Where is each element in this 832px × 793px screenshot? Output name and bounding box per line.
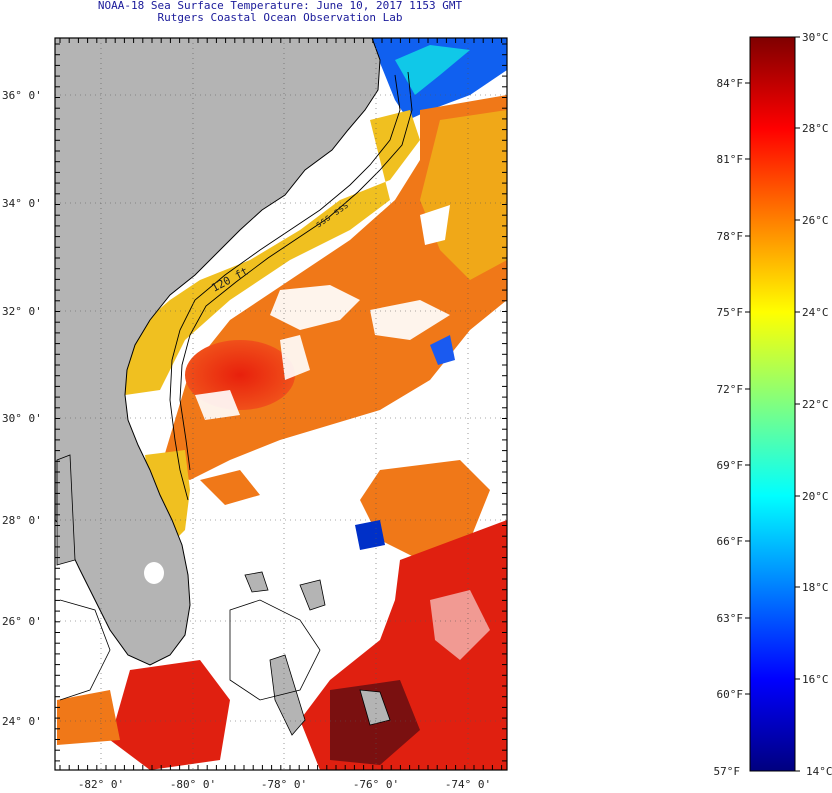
colorbar-gradient <box>749 36 796 772</box>
colorbar-c-label: 30°C <box>802 31 829 44</box>
keys-water <box>57 690 120 745</box>
colorbar-f-label: 75°F <box>717 306 744 319</box>
cloud-streak-2 <box>370 300 450 340</box>
map-title: NOAA-18 Sea Surface Temperature: June 10… <box>97 0 463 12</box>
cloud-patch <box>420 205 450 245</box>
florida-coastal-water <box>145 450 190 540</box>
lat-label: 32° 0' <box>2 305 42 318</box>
warm-water-southwest <box>110 660 230 770</box>
colorbar-f-label: 78°F <box>717 230 744 243</box>
cloud-streak-3 <box>195 390 240 420</box>
map-subtitle: Rutgers Coastal Ocean Observation Lab <box>157 11 403 24</box>
lon-label: -76° 0' <box>353 778 399 791</box>
colorbar-f-label: 63°F <box>717 612 744 625</box>
lake-okeechobee <box>144 562 164 584</box>
island-grand-bahama <box>244 571 269 593</box>
colorbar-f-label: 81°F <box>717 153 744 166</box>
graticule <box>55 38 507 770</box>
cool-water-patch <box>395 45 470 95</box>
lat-label: 24° 0' <box>2 715 42 728</box>
warm-patch-small <box>200 470 260 505</box>
warm-patch-mid <box>360 460 490 560</box>
sst-map: 120 ft sss sss 36° 0' 34° 0' 32° 0' 30° … <box>2 37 508 791</box>
shelf-contour-west <box>59 599 111 701</box>
colorbar-c-label: 24°C <box>802 306 829 319</box>
cold-speckle-2 <box>430 335 455 365</box>
gulf-coast-land <box>56 454 76 566</box>
lon-label: -80° 0' <box>170 778 216 791</box>
colorbar-f-label: 57°F <box>714 765 741 778</box>
island-eleuthera <box>359 689 391 726</box>
colorbar-c-label: 18°C <box>802 581 829 594</box>
island-andros <box>269 654 306 736</box>
lon-label: -74° 0' <box>445 778 491 791</box>
cold-speckle <box>355 520 385 550</box>
lat-label: 26° 0' <box>2 615 42 628</box>
lat-label: 34° 0' <box>2 197 42 210</box>
cloud-streak-1 <box>270 285 360 330</box>
colorbar-c-label: 26°C <box>802 214 829 227</box>
isobath-contour-2 <box>179 71 413 471</box>
colorbar-f-label: 84°F <box>717 77 744 90</box>
bank-contour <box>229 599 321 701</box>
lat-label: 36° 0' <box>2 89 42 102</box>
colorbar-ticks <box>745 36 800 772</box>
lon-label: -82° 0' <box>78 778 124 791</box>
isobath-contour <box>169 74 401 501</box>
colorbar-f-label: 69°F <box>717 459 744 472</box>
colorbar-f-label: 72°F <box>717 383 744 396</box>
cloud-streak-4 <box>280 335 310 380</box>
lon-label: -78° 0' <box>261 778 307 791</box>
lat-label: 28° 0' <box>2 514 42 527</box>
island-abaco <box>299 579 326 611</box>
colorbar-c-label: 14°C <box>806 765 832 778</box>
temperature-colorbar: 84°F 81°F 78°F 75°F 72°F 69°F 66°F 63°F … <box>714 31 832 778</box>
colorbar-c-label: 28°C <box>802 122 829 135</box>
landmass-southeast-us <box>55 38 381 666</box>
colorbar-f-label: 66°F <box>717 535 744 548</box>
cloud-speckle <box>430 590 490 660</box>
map-tick-marks <box>55 38 507 770</box>
lat-label: 30° 0' <box>2 412 42 425</box>
colorbar-c-label: 20°C <box>802 490 829 503</box>
colorbar-c-label: 22°C <box>802 398 829 411</box>
shelf-water <box>125 110 420 395</box>
colorbar-c-label: 16°C <box>802 673 829 686</box>
colorbar-f-label: 60°F <box>717 688 744 701</box>
